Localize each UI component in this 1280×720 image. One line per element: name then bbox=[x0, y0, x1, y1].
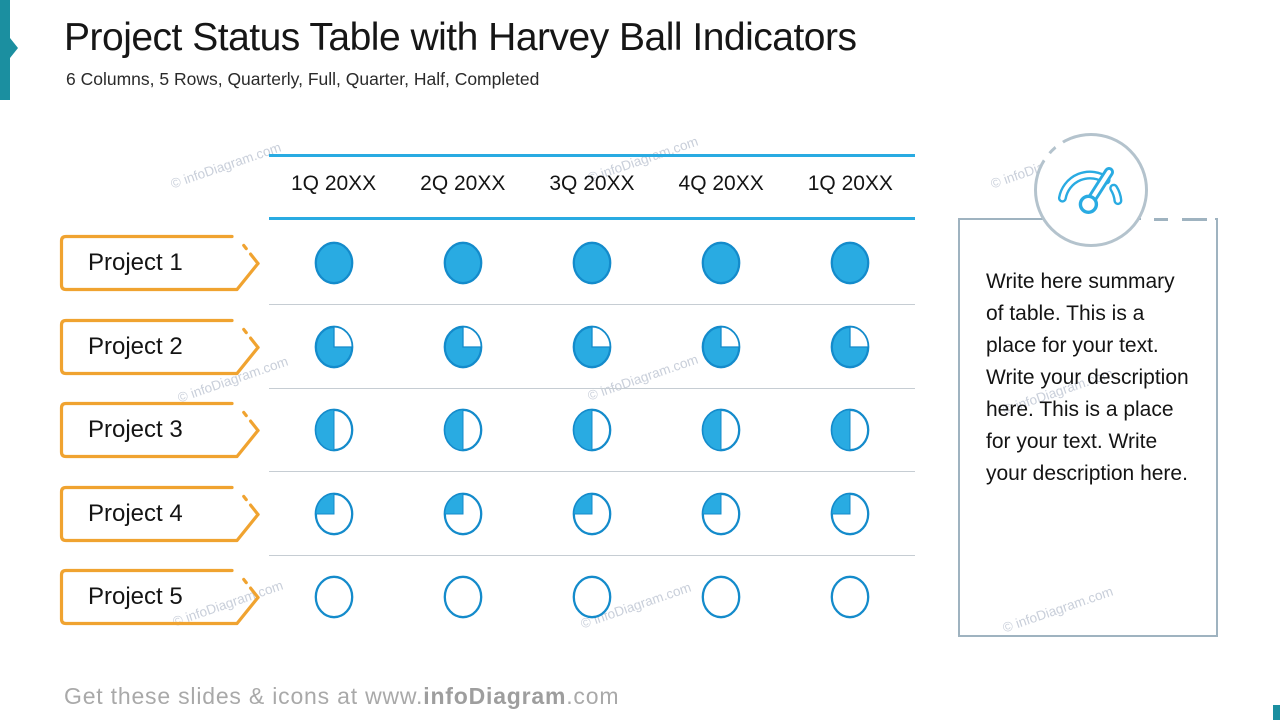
header-bottom-line bbox=[269, 217, 915, 220]
row-separator bbox=[269, 387, 915, 389]
watermark: © infoDiagram.com bbox=[168, 139, 284, 192]
harvey-ball-quarter-icon bbox=[398, 484, 527, 544]
harvey-ball-empty-icon bbox=[657, 567, 786, 627]
footer-prefix: Get these slides & icons at www. bbox=[64, 683, 424, 709]
harvey-ball-three-quarter-icon bbox=[527, 317, 656, 377]
harvey-ball-half-icon bbox=[657, 400, 786, 460]
row-separator bbox=[269, 471, 915, 472]
project-label-text: Project 2 bbox=[88, 332, 183, 360]
project-label: Project 1 bbox=[58, 233, 264, 293]
harvey-ball-empty-icon bbox=[786, 567, 915, 627]
page-subtitle: 6 Columns, 5 Rows, Quarterly, Full, Quar… bbox=[66, 69, 540, 89]
harvey-ball-full-icon bbox=[786, 233, 915, 293]
harvey-ball-full-icon bbox=[269, 233, 398, 293]
harvey-ball-three-quarter-icon bbox=[269, 317, 398, 377]
footer-brand: infoDiagram bbox=[423, 683, 567, 709]
summary-text: Write here summary of table. This is a p… bbox=[986, 270, 1189, 485]
footer-credit: Get these slides & icons at www.infoDiag… bbox=[64, 683, 619, 710]
teal-accent-arrow-icon bbox=[10, 38, 18, 58]
harvey-ball-full-icon bbox=[527, 233, 656, 293]
speedometer-gauge-icon bbox=[1032, 131, 1150, 249]
project-label: Project 3 bbox=[58, 400, 264, 460]
harvey-ball-full-icon bbox=[657, 233, 786, 293]
harvey-ball-quarter-icon bbox=[657, 484, 786, 544]
page-title: Project Status Table with Harvey Ball In… bbox=[64, 16, 857, 59]
column-header: 1Q 20XX bbox=[290, 172, 377, 195]
header-top-line bbox=[269, 154, 915, 157]
harvey-ball-quarter-icon bbox=[786, 484, 915, 544]
row-separator bbox=[269, 304, 915, 305]
harvey-ball-quarter-icon bbox=[527, 484, 656, 544]
harvey-ball-empty-icon bbox=[269, 567, 398, 627]
harvey-ball-half-icon bbox=[398, 400, 527, 460]
project-label: Project 2 bbox=[58, 317, 264, 377]
footer-suffix: .com bbox=[566, 683, 620, 709]
harvey-ball-half-icon bbox=[269, 400, 398, 460]
summary-box-border-dash bbox=[1154, 218, 1168, 221]
harvey-ball-half-icon bbox=[527, 400, 656, 460]
project-label-text: Project 1 bbox=[88, 249, 183, 276]
harvey-ball-full-icon bbox=[398, 233, 527, 293]
harvey-ball-empty-icon bbox=[527, 567, 656, 627]
project-label-text: Project 4 bbox=[88, 499, 183, 527]
summary-box-border-dash bbox=[1182, 218, 1207, 221]
column-header: 3Q 20XX bbox=[549, 172, 635, 195]
harvey-ball-three-quarter-icon bbox=[657, 317, 786, 377]
column-header-row: 1Q 20XX 2Q 20XX 3Q 20XX 4Q 20XX 1Q 20XX bbox=[269, 172, 915, 196]
harvey-ball-quarter-icon bbox=[269, 484, 398, 544]
project-label: Project 5 bbox=[58, 567, 264, 627]
teal-corner-accent bbox=[1273, 705, 1280, 720]
project-label: Project 4 bbox=[58, 484, 264, 544]
project-label-text: Project 5 bbox=[88, 583, 183, 610]
row-separator bbox=[269, 554, 915, 556]
column-header: 2Q 20XX bbox=[420, 172, 506, 195]
summary-box-border-gap bbox=[1141, 216, 1215, 223]
harvey-ball-empty-icon bbox=[398, 567, 527, 627]
project-label-text: Project 3 bbox=[88, 416, 183, 443]
column-header: 4Q 20XX bbox=[678, 172, 764, 195]
harvey-ball-three-quarter-icon bbox=[786, 317, 915, 377]
harvey-ball-three-quarter-icon bbox=[398, 317, 527, 377]
harvey-ball-half-icon bbox=[786, 400, 915, 460]
column-header: 1Q 20XX bbox=[807, 172, 893, 195]
teal-accent-bar bbox=[0, 0, 10, 100]
